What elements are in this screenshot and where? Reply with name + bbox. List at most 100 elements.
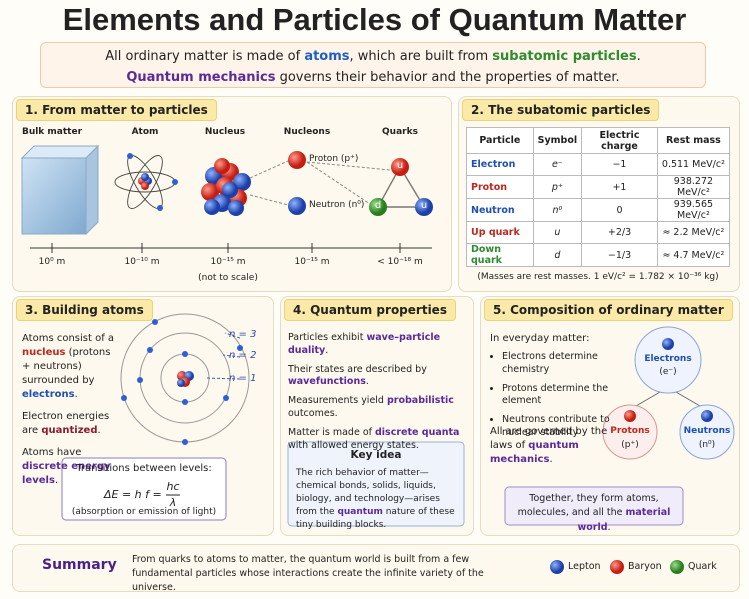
text-run: Together, they form atoms, molecules, an… [517,493,659,519]
table-cell: Down quark [466,243,534,267]
highlight: quantum [337,507,383,518]
table-cell: −1/3 [581,243,658,267]
text-run: Atoms have [22,447,82,458]
highlight: subatomic particles [492,49,637,64]
page-title: Elements and Particles of Quantum Matter [62,2,687,37]
table-cell: Neutron [466,198,534,222]
table-cell: Electron [466,153,534,176]
text-run: Measurements yield [288,395,387,407]
table-cell: u [532,221,583,244]
text-run: governs their behavior and the propertie… [275,70,620,85]
column-header: Electric charge [581,127,658,154]
level-label: n = 3 [229,329,257,340]
highlight: atoms [304,49,350,64]
table-cell: +2/3 [581,221,658,244]
table-cell: ≈ 4.7 MeV/c² [656,243,731,267]
table-cell: 0.511 MeV/c² [656,153,731,176]
nucleon-label: Proton (p⁺) [309,154,359,164]
node-label: Electrons [644,354,692,364]
panel-title: 3. Building atoms [16,299,153,321]
bullet: Matter is made of discrete quanta with a… [288,427,464,453]
nucleon-label: Neutron (n⁰) [309,200,365,210]
highlight: wave–particle duality [288,332,441,356]
text-run: , which are built from [349,49,493,64]
text-run: Particles exhibit [288,332,367,343]
text-run: The rich behavior of matter—chemical bon… [296,468,440,518]
table-row: Proton p⁺ +1 938.272 MeV/c² [466,175,731,199]
key-idea-text: The rich behavior of matter—chemical bon… [296,467,458,532]
node-symbol: (p⁺) [621,440,639,450]
text-run: Electron energies are [22,411,110,436]
column-header: Rest mass [656,127,731,154]
text-run: . [74,389,78,400]
text-run: Atoms consist of a [22,333,115,344]
table-cell: 0 [581,198,658,222]
text-run: Matter is made of [288,426,375,438]
table-note: (Masses are rest masses. 1 eV/c² = 1.782… [477,272,719,282]
highlight: material world [577,507,671,533]
scale-note: (not to scale) [198,273,258,283]
table-cell: n⁰ [532,198,583,222]
formula-numerator: hc [166,480,180,493]
column-label: Nucleus [204,127,246,137]
highlight: discrete energy levels [22,461,111,486]
table-cell: ≈ 2.2 MeV/c² [656,221,731,244]
summary-text: From quarks to atoms to matter, the quan… [132,554,484,593]
bullet: Measurements yield probabilistic outcome… [288,395,464,421]
scale-label: < 10⁻¹⁸ m [377,257,423,267]
summary-label: Summary [42,557,117,573]
scale-label: 10⁰ m [38,257,66,267]
table-row: Neutron n⁰ 0 939.565 MeV/c² [466,198,731,222]
intro-line: All ordinary matter is made of atoms, wh… [41,46,705,67]
particle-table: Particle Symbol Electric charge Rest mass El… [466,127,731,267]
level-label: n = 1 [229,373,257,384]
conclusion: All are governed by the laws of quantum … [490,425,610,467]
key-idea-title: Key idea [350,449,402,461]
intro-line: Quantum mechanics governs their behavior… [41,67,705,88]
text-run: (protons + neutrons) surrounded by [22,347,111,386]
text-run: . [97,425,101,436]
paragraph: Electron energies are quantized. [22,410,122,438]
table-cell: −1 [581,153,658,176]
column-header: Particle [466,127,534,154]
column-label: Nucleons [283,127,331,137]
panel-title: 4. Quantum properties [284,299,456,321]
node-symbol: (n⁰) [698,440,716,450]
paragraph: Atoms consist of a nucleus (protons + ne… [22,332,122,402]
text-run: . [365,376,369,388]
column-label: Quarks [382,127,418,137]
formula-denominator: λ [169,496,177,509]
text-run: outcomes. [288,408,338,420]
highlight: nucleus [22,347,66,358]
legend-label: Lepton [568,561,601,572]
bullet: Their states are described by wavefuncti… [288,364,464,390]
text-run: . [549,454,553,465]
level-label: n = 2 [229,350,257,361]
highlight: quantized [41,425,98,436]
bullet: Particles exhibit wave–particle duality. [288,332,464,358]
text-run: . [325,344,329,356]
text-run: All are governed by the laws of [490,426,608,451]
table-cell: p⁺ [532,175,583,199]
highlight: discrete quanta [375,426,460,438]
composition-footer: Together, they form atoms, molecules, an… [510,492,678,535]
scale-label: 10⁻¹⁵ m [210,257,246,267]
node-symbol: (e⁻) [659,367,677,377]
table-header-row: Particle Symbol Electric charge Rest mass [466,127,731,154]
highlight: probabilistic [387,395,454,407]
column-label: Atom [131,127,159,137]
table-cell: d [532,243,583,267]
panel-title: 2. The subatomic particles [462,99,660,121]
quark-letter: u [420,200,428,211]
text-block: Atoms consist of a nucleus (protons + ne… [22,332,122,496]
table-cell: Up quark [466,221,534,244]
text-run: . [636,49,641,64]
quark-letter: u [396,160,404,171]
node-label: Neutrons [683,426,731,436]
text-run: All ordinary matter is made of [105,49,305,64]
bullet: Neutrons contribute to nuclear stability [502,414,637,440]
text-run: Their states are described by [288,363,427,375]
formula: ΔE = h f = [104,488,162,501]
table-row: Up quark u +2/3 ≈ 2.2 MeV/c² [466,221,731,244]
highlight: Quantum mechanics [126,70,276,85]
